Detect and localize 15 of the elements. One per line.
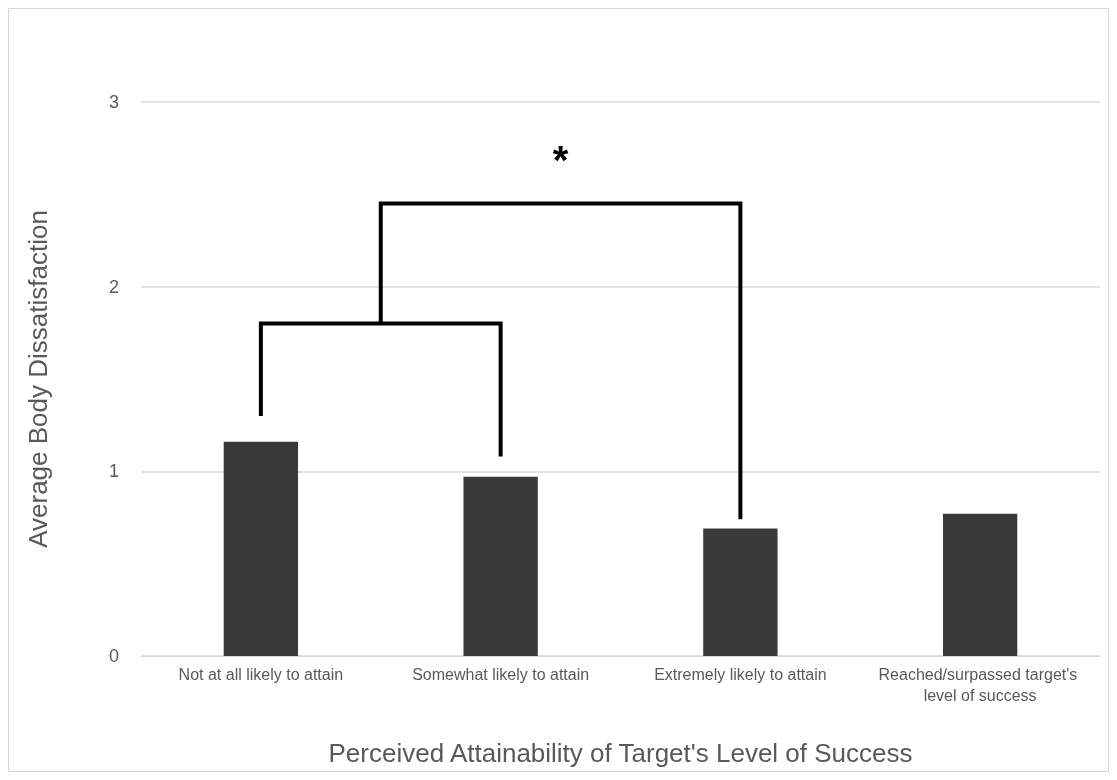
y-tick-label: 1 bbox=[108, 461, 119, 482]
bar bbox=[942, 513, 1018, 656]
bar bbox=[223, 441, 299, 656]
bar bbox=[703, 528, 778, 656]
annotation: * bbox=[552, 137, 569, 182]
x-tick-label: Extremely likely to attain bbox=[654, 666, 827, 683]
x-tick-label: Somewhat likely to attain bbox=[412, 666, 590, 683]
bar bbox=[463, 476, 538, 656]
x-tick-label: Reached/surpassed target's level of success bbox=[878, 666, 1082, 704]
y-tick-label: 2 bbox=[108, 276, 119, 297]
y-tick-label: 3 bbox=[108, 92, 119, 112]
y-tick-label: 0 bbox=[108, 646, 119, 666]
x-tick-label: Not at all likely to attain bbox=[178, 666, 344, 683]
y-axis-title: Average Body Dissatisfaction bbox=[23, 210, 53, 548]
x-axis-title: Perceived Attainability of Target's Level of Success bbox=[328, 738, 913, 768]
